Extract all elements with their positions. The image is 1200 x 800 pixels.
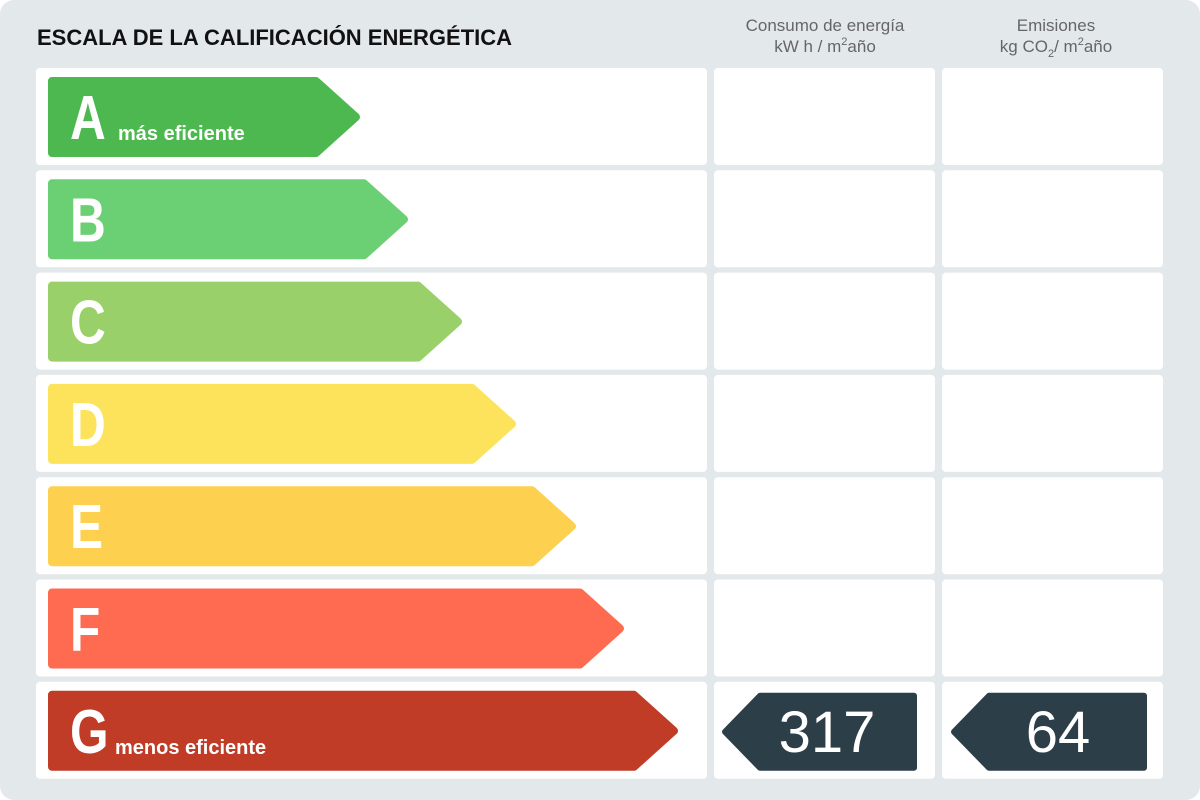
column-unit: kW h / m2año [774,36,876,56]
rating-arrow [48,179,408,260]
rating-arrow [48,383,516,464]
value-indicator [951,692,1147,771]
value-cell [714,477,935,575]
value-cell [942,68,1163,165]
value-cell [714,170,935,268]
rating-arrow [48,690,678,771]
value-cell [714,272,935,370]
unit-part: año [847,37,875,56]
rating-letter: E [70,492,103,562]
rating-letter: G [70,696,109,766]
rating-arrow [48,281,462,362]
title: ESCALA DE LA CALIFICACIÓN ENERGÉTICA [37,25,512,50]
rating-note: menos eficiente [115,737,266,759]
rating-note: más eficiente [118,123,245,145]
unit-part: año [1084,37,1112,56]
rating-letter: B [70,185,106,255]
value-cell [714,68,935,165]
unit-sup: 2 [1078,36,1084,48]
unit-sup: 2 [841,36,847,48]
column-unit: kg CO2/ m2año [1000,36,1112,60]
rating-letter: F [70,594,100,664]
column-header: Emisiones [1017,16,1095,35]
rating-arrow [48,77,360,157]
unit-part: kW h / m [774,37,841,56]
value-text: 317 [779,700,876,765]
column-header: Consumo de energía [746,16,905,35]
rating-arrow [48,588,624,669]
rating-letter: A [70,83,106,153]
value-cell [942,374,1163,472]
value-indicator [722,692,917,771]
unit-part: / m [1054,37,1078,56]
rating-letter: C [70,287,106,357]
value-text: 64 [1026,700,1091,765]
value-cell [942,272,1163,370]
value-cell [942,170,1163,268]
rating-letter: D [70,390,106,460]
unit-sub: 2 [1048,48,1054,60]
unit-part: kg CO [1000,37,1048,56]
value-cell [942,579,1163,677]
rating-arrow [48,486,576,567]
value-cell [942,477,1163,575]
value-cell [714,579,935,677]
value-cell [714,374,935,472]
